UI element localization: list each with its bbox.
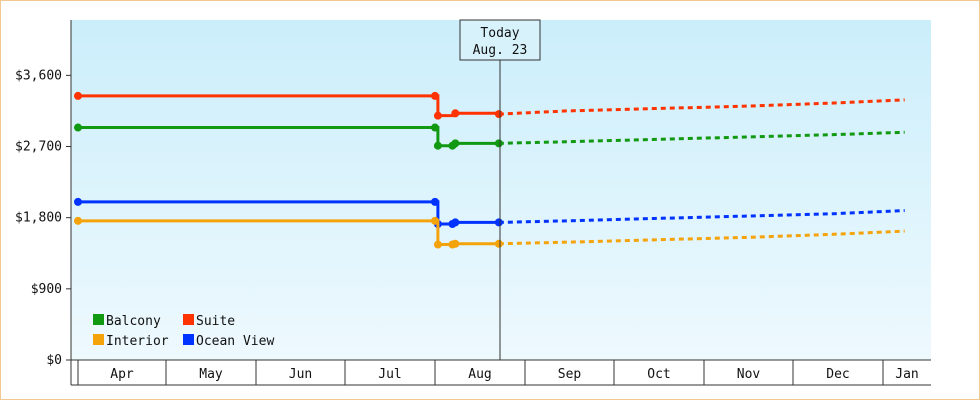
- legend-swatch: [93, 314, 104, 325]
- series-point[interactable]: [74, 197, 82, 206]
- series-point[interactable]: [451, 109, 460, 118]
- series-point[interactable]: [431, 123, 439, 132]
- series-forecast-line: [498, 209, 905, 224]
- x-tick-label: Apr: [110, 367, 134, 382]
- series-point[interactable]: [451, 139, 460, 148]
- legend: Balcony Suite Interior Ocean View: [93, 314, 274, 349]
- legend-label: Ocean View: [196, 334, 274, 349]
- today-label-line1: Today: [480, 26, 519, 41]
- series-point[interactable]: [433, 240, 442, 249]
- plot-area: [71, 20, 931, 360]
- series-point[interactable]: [451, 218, 460, 227]
- series-point[interactable]: [451, 239, 460, 248]
- legend-label: Balcony: [106, 314, 161, 329]
- x-tick-label: May: [199, 367, 223, 382]
- x-tick-label: Sep: [558, 367, 582, 382]
- series-suite: [74, 91, 905, 120]
- series-point[interactable]: [74, 216, 82, 225]
- legend-swatch: [183, 334, 194, 345]
- series-layer: [74, 91, 905, 249]
- series-point[interactable]: [433, 111, 442, 120]
- series-point[interactable]: [74, 91, 82, 100]
- y-tick-label: $2,700: [15, 140, 62, 155]
- today-label-line2: Aug. 23: [473, 43, 528, 58]
- today-marker: Today Aug. 23: [459, 19, 541, 360]
- series-ocean-view: [74, 197, 905, 228]
- axes: $0 $900 $1,800 $2,700 $3,600 Apr May Jun Jul Aug…: [15, 20, 931, 386]
- series-forecast-line: [498, 130, 905, 145]
- series-point[interactable]: [494, 218, 503, 227]
- series-balcony: [74, 123, 905, 150]
- x-tick-label: Jun: [289, 367, 312, 382]
- y-tick-label: $900: [31, 282, 62, 297]
- x-tick-label: Dec: [826, 367, 849, 382]
- x-axis-ticks: Apr May Jun Jul Aug Sep Oct Nov Dec Jan: [77, 360, 919, 385]
- series-forecast-line: [498, 98, 905, 116]
- legend-label: Interior: [106, 334, 169, 349]
- x-tick-label: Jul: [378, 367, 401, 382]
- series-forecast-line: [498, 229, 905, 246]
- x-tick-label: Aug: [468, 367, 491, 382]
- legend-label: Suite: [196, 314, 235, 329]
- y-tick-label: $0: [46, 353, 62, 368]
- x-tick-label: Jan: [895, 367, 918, 382]
- series-point[interactable]: [494, 110, 503, 119]
- legend-swatch: [93, 334, 104, 345]
- legend-swatch: [183, 314, 194, 325]
- today-label-box: [459, 19, 541, 61]
- series-interior: [74, 216, 905, 249]
- series-point[interactable]: [431, 216, 439, 225]
- x-tick-label: Nov: [737, 367, 761, 382]
- y-tick-label: $1,800: [15, 211, 62, 226]
- series-point[interactable]: [433, 141, 442, 150]
- x-tick-label: Oct: [647, 367, 670, 382]
- series-point[interactable]: [431, 91, 439, 100]
- y-tick-label: $3,600: [15, 68, 62, 83]
- series-point[interactable]: [431, 197, 439, 206]
- y-axis-ticks: $0 $900 $1,800 $2,700 $3,600: [15, 68, 71, 368]
- series-point[interactable]: [74, 123, 82, 132]
- series-point[interactable]: [494, 139, 503, 148]
- series-point[interactable]: [494, 239, 503, 248]
